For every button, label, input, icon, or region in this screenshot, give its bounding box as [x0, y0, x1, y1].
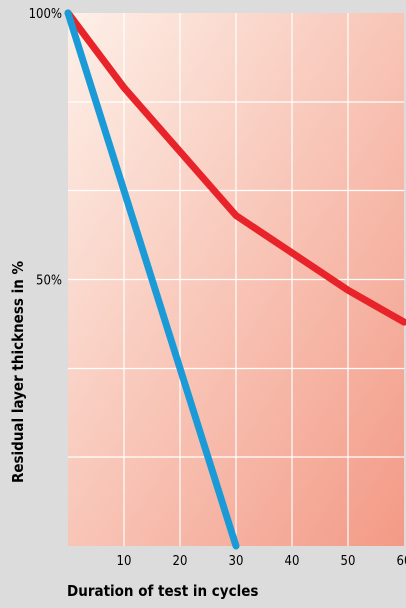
y-tick-label: 50%: [36, 274, 62, 289]
x-tick-label: 50: [341, 554, 356, 569]
series-group: [64, 9, 406, 550]
x-axis-ticks: 10 20 30 40 50 60: [117, 554, 406, 569]
x-axis-title: Duration of test in cycles: [67, 582, 258, 600]
y-tick-label: 100%: [29, 7, 62, 22]
x-tick-label: 10: [117, 554, 132, 569]
x-tick-label: 40: [285, 554, 300, 569]
y-axis-ticks: 100% 50%: [29, 7, 62, 289]
series-line-2: [64, 9, 240, 550]
x-tick-label: 20: [173, 554, 188, 569]
series-line-1: [64, 9, 406, 326]
x-tick-label: 30: [229, 554, 244, 569]
y-axis-title: Residual layer thickness in %: [9, 260, 27, 483]
x-tick-label: 60: [397, 554, 406, 569]
